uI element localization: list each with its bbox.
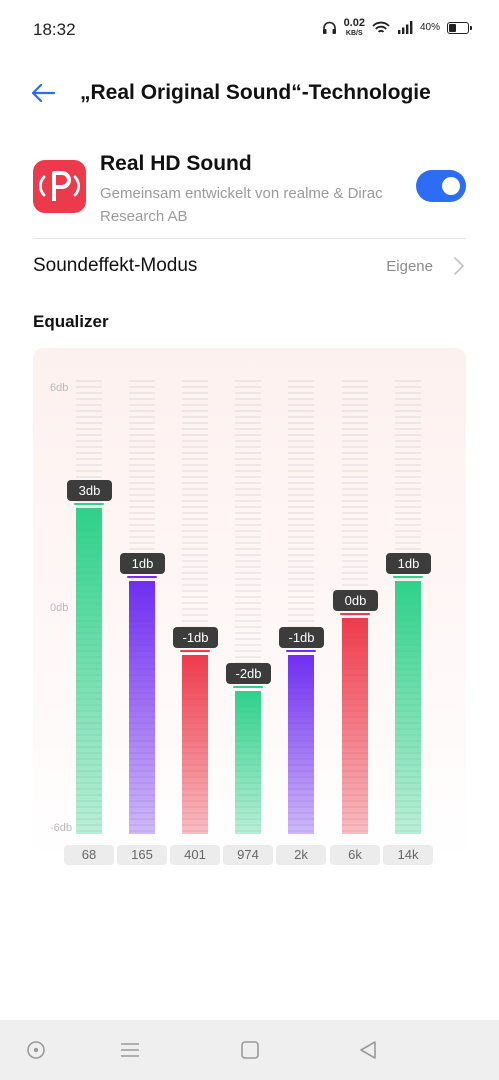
wifi-icon — [372, 21, 390, 33]
eq-frequency-label: 974 — [223, 845, 273, 865]
eq-band-fill — [129, 581, 155, 834]
eq-band-value-badge[interactable]: 3db — [67, 480, 112, 501]
header: „Real Original Sound“-Technologie — [0, 70, 499, 116]
eq-band-value-badge[interactable]: 1db — [386, 553, 431, 575]
sound-effect-mode-label: Soundeffekt-Modus — [33, 255, 198, 276]
real-sound-logo-icon — [33, 160, 86, 213]
eq-band-fill — [342, 618, 368, 834]
eq-frequency-label: 14k — [383, 845, 433, 865]
eq-band-value-badge[interactable]: -1db — [173, 626, 218, 648]
eq-frequency-label: 2k — [276, 845, 326, 865]
eq-band-974[interactable]: -2db — [226, 348, 271, 860]
y-axis-label-top: 6db — [50, 382, 69, 394]
eq-band-fill — [235, 691, 261, 834]
equalizer-panel: 6db 0db -6db 3db 68 1db 165 -1db 401 -2db 974 -1… — [33, 348, 466, 865]
eq-band-handle[interactable] — [233, 686, 263, 689]
real-hd-sound-description: Gemeinsam entwickelt von realme & Dirac … — [100, 185, 383, 225]
eq-band-401[interactable]: -1db — [173, 348, 218, 860]
eq-band-2k[interactable]: -1db — [279, 348, 324, 860]
assistant-icon[interactable] — [24, 1038, 48, 1062]
eq-band-165[interactable]: 1db — [120, 348, 165, 860]
equalizer-heading: Equalizer — [33, 312, 109, 331]
headphones-icon — [322, 21, 336, 34]
eq-band-fill — [288, 654, 314, 834]
home-icon[interactable] — [238, 1038, 262, 1062]
sound-effect-mode-row[interactable]: Soundeffekt-Modus Eigene — [33, 242, 466, 292]
eq-frequency-label: 401 — [170, 845, 220, 865]
page-title: „Real Original Sound“-Technologie — [80, 81, 431, 104]
eq-band-fill — [182, 654, 208, 834]
eq-band-handle[interactable] — [340, 613, 370, 615]
eq-band-value-badge[interactable]: -1db — [279, 626, 324, 648]
navigation-bar — [0, 1020, 499, 1080]
eq-frequency-label: 68 — [64, 845, 114, 865]
toggle-knob — [442, 177, 460, 195]
eq-band-fill — [76, 508, 102, 834]
status-time: 18:32 — [33, 20, 76, 39]
real-hd-sound-toggle[interactable] — [416, 170, 466, 202]
chevron-right-icon — [454, 257, 464, 275]
back-arrow-icon[interactable] — [28, 78, 58, 108]
eq-band-14k[interactable]: 1db — [386, 348, 431, 860]
battery-icon — [447, 21, 472, 34]
eq-band-fill — [395, 581, 421, 834]
real-hd-sound-title: Real HD Sound — [100, 152, 252, 175]
battery-percent: 40% — [419, 22, 440, 33]
eq-band-value-badge[interactable]: -2db — [226, 663, 271, 685]
status-icons: 0.02 KB/S 40% — [322, 17, 472, 38]
menu-icon[interactable] — [118, 1038, 142, 1062]
divider — [33, 238, 466, 239]
eq-band-handle[interactable] — [286, 649, 316, 652]
real-hd-sound-row: Real HD Sound Gemeinsam entwickelt von r… — [33, 146, 466, 238]
eq-band-handle[interactable] — [393, 576, 423, 579]
eq-band-value-badge[interactable]: 0db — [333, 590, 378, 611]
network-speed: 0.02 KB/S — [343, 17, 365, 38]
back-icon[interactable] — [356, 1038, 380, 1062]
eq-band-handle[interactable] — [74, 503, 104, 505]
y-axis-label-middle: 0db — [50, 602, 69, 614]
signal-icon — [397, 21, 413, 34]
eq-frequency-label: 165 — [117, 845, 167, 865]
eq-band-handle[interactable] — [180, 649, 210, 652]
network-speed-unit: KB/S — [345, 30, 363, 37]
network-speed-value: 0.02 — [343, 17, 365, 29]
eq-band-handle[interactable] — [127, 576, 157, 579]
eq-band-value-badge[interactable]: 1db — [120, 553, 165, 575]
sound-effect-mode-value: Eigene — [386, 258, 433, 275]
status-bar: 18:32 0.02 KB/S 40% — [0, 0, 499, 62]
eq-band-68[interactable]: 3db — [67, 348, 112, 860]
eq-band-6k[interactable]: 0db — [333, 348, 378, 860]
eq-frequency-label: 6k — [330, 845, 380, 865]
y-axis-label-bottom: -6db — [50, 822, 73, 834]
